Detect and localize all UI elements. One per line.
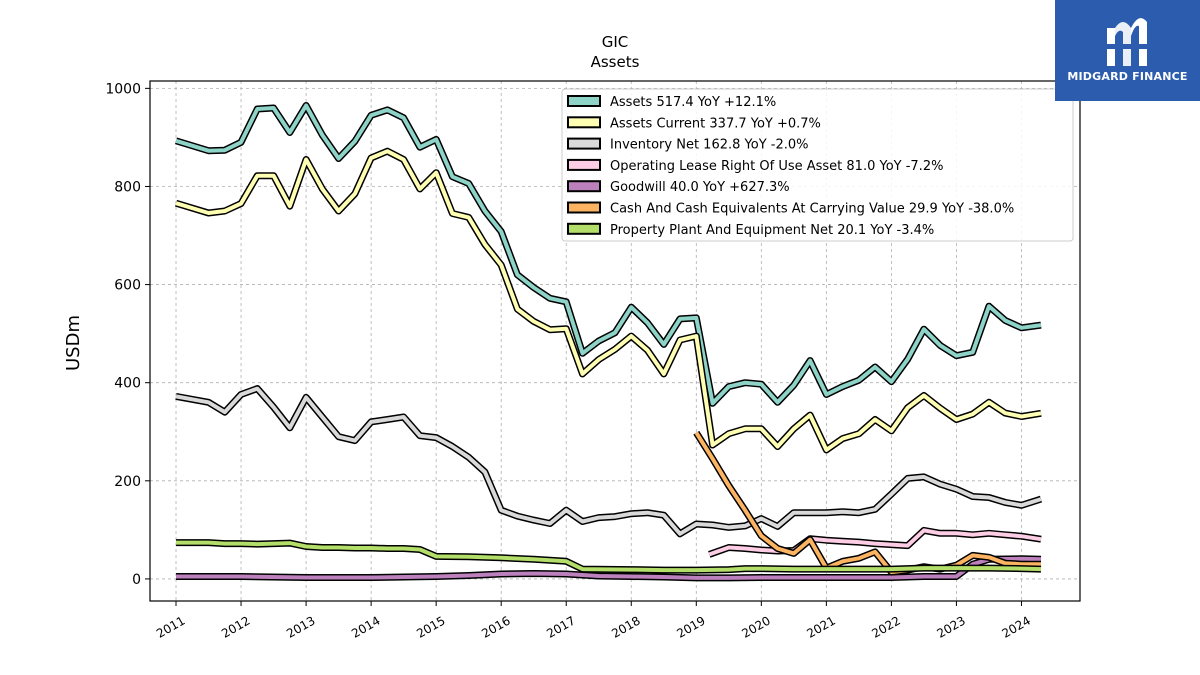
legend-swatch: [567, 201, 601, 214]
legend-swatch: [567, 137, 601, 150]
legend-item: Goodwill 40.0 YoY +627.3%: [567, 180, 790, 195]
y-tick-label: 200: [114, 474, 141, 490]
series-line: [708, 528, 1042, 557]
legend-swatch: [567, 116, 601, 129]
legend-item: Inventory Net 162.8 YoY -2.0%: [567, 137, 809, 153]
series-inventory-net: [175, 385, 1043, 538]
legend-label: Property Plant And Equipment Net 20.1 Yo…: [610, 223, 934, 238]
x-tick-label: 2013: [284, 613, 317, 640]
series-cash-and-cash-equivalents-at-carrying-value: [693, 430, 1042, 576]
y-axis-ticks: 0 200 400 600 800 1000: [105, 81, 150, 588]
series-operating-lease-right-of-use-asset: [708, 526, 1042, 558]
series-line: [694, 431, 1042, 575]
series-line: [176, 556, 1042, 580]
y-tick-label: 0: [132, 572, 141, 588]
legend-swatch: [567, 158, 601, 171]
plot-frame: [149, 80, 1081, 602]
x-tick-label: 2022: [869, 613, 902, 640]
x-tick-label: 2021: [804, 613, 837, 640]
legend-label: Assets 517.4 YoY +12.1%: [610, 95, 776, 110]
y-tick-label: 400: [114, 376, 141, 392]
legend-label: Inventory Net 162.8 YoY -2.0%: [610, 138, 809, 153]
x-tick-label: 2012: [219, 613, 252, 640]
y-tick-label: 800: [114, 179, 141, 195]
x-tick-label: 2019: [674, 613, 707, 640]
y-axis-label: USDm: [63, 315, 84, 371]
brand-name: MIDGARD FINANCE: [1067, 70, 1188, 83]
x-tick-label: 2018: [609, 613, 642, 640]
x-tick-label: 2023: [934, 613, 967, 640]
legend-swatch: [567, 95, 601, 107]
series-assets-current: [174, 147, 1042, 454]
x-tick-label: 2024: [1000, 613, 1033, 640]
y-tick-label: 1000: [105, 81, 141, 97]
series-line: [175, 103, 1042, 406]
x-tick-label: 2016: [479, 613, 512, 640]
x-tick-label: 2020: [739, 613, 772, 640]
legend: Assets 517.4 YoY +12.1% Assets Current 33…: [561, 88, 1074, 242]
series-goodwill: [176, 555, 1042, 582]
legend-item: Property Plant And Equipment Net 20.1 Yo…: [567, 222, 934, 238]
legend-label: Assets Current 337.7 YoY +0.7%: [610, 116, 821, 131]
x-axis-ticks: 2011 2012 2013 2014 2015 2016 2017 2018 2019 2020…: [154, 601, 1033, 641]
brand-logo: MIDGARD FINANCE: [1055, 0, 1200, 101]
series-property-plant-and-equipment-net: [176, 539, 1042, 574]
legend-label: Cash And Cash Equivalents At Carrying Va…: [610, 202, 1014, 217]
x-tick-label: 2015: [414, 613, 447, 640]
legend-label: Goodwill 40.0 YoY +627.3%: [610, 180, 790, 195]
chart-title: GIC: [602, 33, 629, 51]
legend-label: Operating Lease Right Of Use Asset 81.0 …: [610, 159, 943, 174]
series-line: [175, 386, 1042, 536]
legend-item: Cash And Cash Equivalents At Carrying Va…: [567, 201, 1014, 217]
legend-swatch: [567, 180, 601, 193]
midgard-logo-icon: [1103, 18, 1151, 66]
chart-subtitle: Assets: [591, 53, 640, 71]
x-tick-label: 2014: [349, 613, 382, 640]
legend-item: Assets 517.4 YoY +12.1%: [567, 95, 776, 110]
series-line: [176, 540, 1042, 573]
x-tick-label: 2017: [544, 613, 577, 640]
y-tick-label: 600: [114, 278, 141, 294]
legend-box: [561, 88, 1074, 242]
legend-item: Operating Lease Right Of Use Asset 81.0 …: [567, 158, 943, 174]
legend-swatch: [567, 222, 601, 235]
series-lines: [174, 102, 1043, 582]
legend-item: Assets Current 337.7 YoY +0.7%: [567, 116, 821, 131]
series-line: [175, 149, 1042, 452]
series-assets: [174, 102, 1042, 407]
x-tick-label: 2011: [154, 613, 187, 640]
